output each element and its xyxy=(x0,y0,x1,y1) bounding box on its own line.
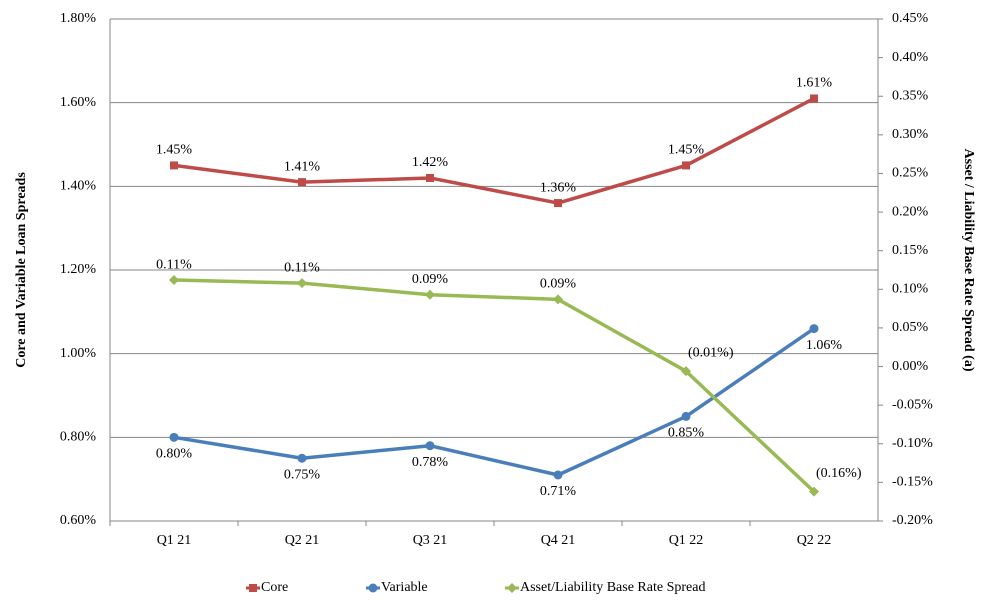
data-point xyxy=(169,275,179,286)
legend-label: Variable xyxy=(381,580,428,595)
value-label: 0.85% xyxy=(668,426,705,441)
y2-axis-title: Asset / Liability Base Rate Spread (a) xyxy=(961,149,976,372)
x-tick-label: Q4 21 xyxy=(541,533,576,548)
value-label: 0.09% xyxy=(412,272,449,287)
legend-marker xyxy=(249,584,257,592)
value-label: 1.42% xyxy=(412,155,449,170)
x-tick-label: Q1 21 xyxy=(157,533,192,548)
value-label: 0.11% xyxy=(156,257,192,272)
value-label: 0.80% xyxy=(156,447,193,462)
y2-tick-label: 0.10% xyxy=(892,282,929,297)
data-point xyxy=(554,199,562,208)
data-point xyxy=(681,411,691,421)
x-tick-label: Q1 22 xyxy=(669,533,704,548)
value-label: 1.45% xyxy=(156,143,193,158)
data-point xyxy=(553,470,563,480)
y-tick-label: 1.60% xyxy=(60,95,97,110)
data-point xyxy=(170,161,178,170)
y-axis-title: Core and Variable Loan Spreads xyxy=(14,172,29,368)
value-label: 1.06% xyxy=(806,338,843,353)
y2-tick-label: -0.15% xyxy=(892,475,933,490)
data-point xyxy=(810,94,818,103)
y-tick-label: 0.80% xyxy=(60,430,97,445)
y2-tick-label: 0.35% xyxy=(892,88,929,103)
data-point xyxy=(682,161,690,170)
data-point xyxy=(809,486,819,497)
y2-tick-label: -0.05% xyxy=(892,397,933,412)
x-tick-label: Q2 21 xyxy=(285,533,320,548)
x-tick-label: Q2 22 xyxy=(797,533,832,548)
y2-tick-label: 0.15% xyxy=(892,243,929,258)
y-tick-label: 1.80% xyxy=(60,11,97,26)
legend-label: Core xyxy=(261,580,288,595)
value-label: 0.09% xyxy=(540,277,577,292)
y2-tick-label: -0.20% xyxy=(892,513,933,528)
y2-tick-label: 0.45% xyxy=(892,11,929,26)
data-point xyxy=(169,432,179,442)
value-label: 0.78% xyxy=(412,455,449,470)
value-label: 1.61% xyxy=(796,76,833,91)
value-label: 1.45% xyxy=(668,143,705,158)
data-point xyxy=(298,178,306,187)
data-point xyxy=(681,366,691,377)
value-label: (0.01%) xyxy=(688,345,734,360)
series-line xyxy=(173,278,816,493)
series-line xyxy=(173,96,815,205)
y2-tick-label: 0.25% xyxy=(892,166,929,181)
data-point xyxy=(297,453,307,463)
value-label: 0.11% xyxy=(284,260,320,275)
data-point xyxy=(426,173,434,182)
value-label: 1.41% xyxy=(284,159,321,174)
y2-tick-label: 0.30% xyxy=(892,127,929,142)
y-tick-label: 1.20% xyxy=(60,262,97,277)
data-point xyxy=(809,324,819,334)
y-tick-label: 0.60% xyxy=(60,513,97,528)
value-label: (0.16%) xyxy=(816,466,862,481)
data-point xyxy=(425,289,435,300)
y2-tick-label: 0.00% xyxy=(892,359,929,374)
y2-tick-label: -0.10% xyxy=(892,436,933,451)
y-tick-label: 1.40% xyxy=(60,179,97,194)
legend-marker xyxy=(507,583,517,593)
value-label: 0.75% xyxy=(284,467,321,482)
value-label: 1.36% xyxy=(540,180,577,195)
legend-label: Asset/Liability Base Rate Spread xyxy=(520,580,705,595)
y2-tick-label: 0.20% xyxy=(892,204,929,219)
data-point xyxy=(297,278,307,289)
legend-marker xyxy=(368,583,378,593)
y2-tick-label: 0.40% xyxy=(892,50,929,65)
data-point xyxy=(425,441,435,451)
data-point xyxy=(553,294,563,305)
series-line xyxy=(173,327,815,477)
x-tick-label: Q3 21 xyxy=(413,533,448,548)
y-tick-label: 1.00% xyxy=(60,346,97,361)
value-label: 0.71% xyxy=(540,484,577,499)
y2-tick-label: 0.05% xyxy=(892,320,929,335)
